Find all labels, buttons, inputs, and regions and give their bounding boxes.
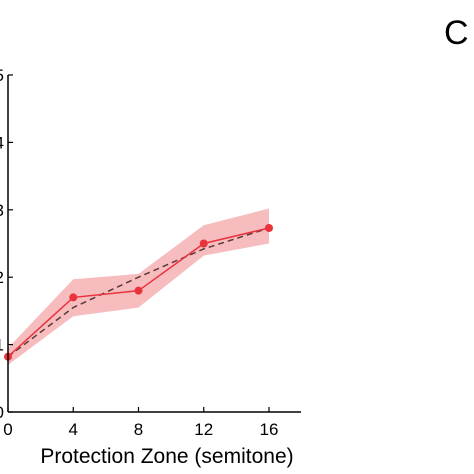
x-axis-title: Protection Zone (semitone) [40, 445, 293, 468]
x-tick-label: 0 [3, 420, 12, 439]
y-tick-label: 4 [0, 133, 4, 152]
x-tick-label: 12 [194, 420, 213, 439]
fit-line-layer [7, 227, 270, 358]
x-tick-label: 16 [260, 420, 279, 439]
confidence-band [8, 208, 269, 365]
ticks: 0481216012345 [0, 66, 278, 439]
data-point [69, 293, 78, 302]
fit-line [7, 227, 270, 358]
x-tick-label: 4 [69, 420, 78, 439]
confidence-band-layer [8, 208, 269, 365]
data-point [265, 223, 273, 232]
axes [7, 75, 301, 413]
y-tick-label: 3 [0, 201, 4, 220]
x-tick-label: 8 [134, 420, 143, 439]
y-tick-label: 0 [0, 403, 4, 422]
series-layer [4, 223, 273, 361]
y-tick-label: 1 [0, 336, 4, 355]
data-point [199, 239, 208, 248]
y-tick-label: 2 [0, 268, 4, 287]
panel-letter: C [444, 14, 469, 52]
data-point [134, 286, 143, 295]
y-tick-label: 5 [0, 66, 4, 85]
